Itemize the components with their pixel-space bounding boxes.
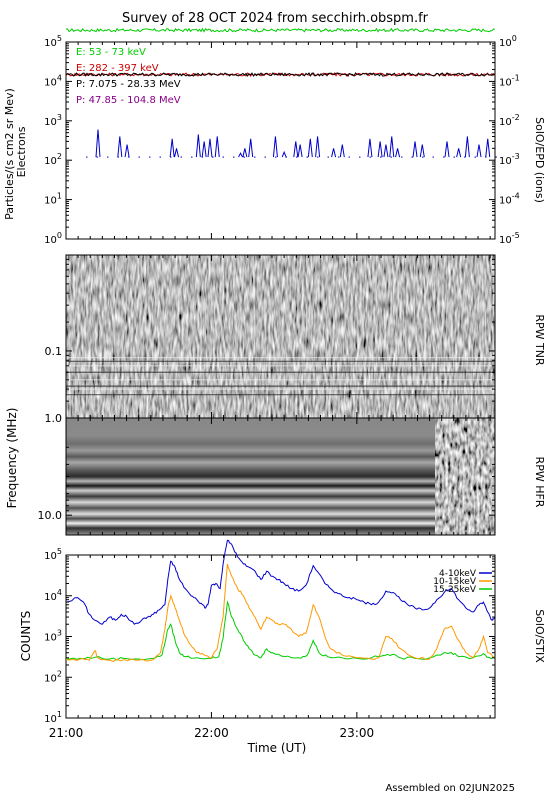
epd-spike bbox=[377, 141, 383, 158]
epd-spike bbox=[117, 136, 123, 158]
epd-spike bbox=[383, 144, 389, 158]
stix-ytick-label: 105 bbox=[44, 547, 62, 562]
hfr-panel: 1.0 10.0 Frequency (MHz) RPW HFR bbox=[5, 408, 546, 536]
epd-spike bbox=[238, 152, 243, 158]
epd-spike bbox=[174, 148, 180, 158]
stix-ytick-label: 101 bbox=[44, 710, 62, 725]
epd-spike bbox=[339, 144, 345, 158]
stix-legend-4-10: 4-10keV bbox=[439, 569, 477, 579]
epd-spike bbox=[389, 136, 395, 158]
stix-xtick-label: 22:00 bbox=[194, 726, 229, 740]
epd-ytick-label: 103 bbox=[44, 113, 62, 128]
epd-spike bbox=[272, 136, 278, 158]
tnr-spectrogram bbox=[66, 255, 495, 418]
hfr-active-region bbox=[435, 418, 495, 535]
epd-plot-frame bbox=[65, 41, 496, 240]
epd-legend-p47: P: 47.85 - 104.8 MeV bbox=[76, 95, 181, 106]
epd-legend-e282: E: 282 - 397 keV bbox=[76, 63, 159, 74]
epd-right-ytick-label: 10-1 bbox=[499, 73, 520, 88]
epd-series-line bbox=[65, 27, 496, 33]
epd-right-ytick-label: 100 bbox=[499, 34, 517, 49]
epd-spike bbox=[476, 144, 482, 158]
stix-series-line bbox=[65, 563, 496, 662]
stix-series-group bbox=[65, 539, 496, 662]
epd-spike bbox=[419, 144, 425, 158]
stix-ytick-label: 103 bbox=[44, 629, 62, 644]
epd-spike bbox=[315, 136, 321, 158]
epd-spike bbox=[214, 136, 220, 158]
hfr-ytick-label: 1.0 bbox=[45, 412, 63, 425]
tnr-axis-ticks: 0.1 bbox=[45, 254, 495, 419]
epd-right-ytick-label: 10-4 bbox=[499, 192, 520, 207]
epd-legend-e53: E: 53 - 73 keV bbox=[76, 47, 146, 58]
epd-spike bbox=[367, 138, 373, 158]
stix-series-line bbox=[66, 600, 496, 661]
tnr-panel: 0.1 RPW TNR bbox=[45, 254, 546, 419]
stix-plot-frame bbox=[65, 554, 496, 719]
stix-right-label: SolO/STIX bbox=[533, 609, 546, 663]
epd-spike bbox=[124, 144, 130, 158]
epd-spike bbox=[195, 134, 201, 158]
hfr-ytick-label: 10.0 bbox=[38, 509, 63, 522]
epd-legend: E: 53 - 73 keV E: 282 - 397 keV P: 7.075… bbox=[76, 47, 181, 106]
stix-axis-ticks: 101 102 103 104 105 21:00 22:00 23:00 bbox=[44, 547, 495, 740]
stix-ytick-label: 104 bbox=[44, 588, 62, 603]
epd-spike bbox=[412, 141, 418, 158]
epd-spike bbox=[293, 141, 299, 158]
epd-ytick-label: 104 bbox=[44, 73, 62, 88]
epd-spike bbox=[297, 144, 303, 158]
epd-spike bbox=[485, 138, 491, 158]
epd-spike bbox=[95, 129, 101, 158]
stix-series-line bbox=[65, 539, 496, 625]
epd-right-ytick-label: 10-2 bbox=[499, 113, 520, 128]
epd-spike bbox=[281, 150, 287, 158]
stix-ytick-label: 102 bbox=[44, 669, 62, 684]
epd-axis-ticks: 100 101 102 103 104 105 10-5 10-4 10-3 10-2 10-1 10… bbox=[44, 34, 520, 246]
hfr-right-label: RPW HFR bbox=[533, 457, 546, 508]
tnr-horizontal-lines bbox=[66, 357, 495, 396]
stix-legend-15-25: 15-25keV bbox=[433, 585, 477, 595]
stix-legend: 4-10keV 10-15keV 15-25keV bbox=[433, 569, 492, 595]
epd-spike bbox=[464, 136, 470, 158]
epd-spike bbox=[201, 141, 207, 158]
epd-ytick-label: 102 bbox=[44, 152, 62, 167]
tnr-right-label: RPW TNR bbox=[533, 314, 546, 366]
epd-legend-p7: P: 7.075 - 28.33 MeV bbox=[76, 79, 181, 90]
epd-spike bbox=[207, 138, 213, 158]
epd-right-label: SolO/EPD (ions) bbox=[533, 117, 546, 203]
epd-spike bbox=[456, 148, 462, 158]
assembled-footer: Assembled on 02JUN2025 bbox=[385, 783, 515, 794]
epd-ytick-label: 101 bbox=[44, 192, 62, 207]
epd-right-ytick-label: 10-3 bbox=[499, 152, 520, 167]
epd-series-group bbox=[65, 27, 497, 158]
hfr-axis-ticks: 1.0 10.0 bbox=[38, 412, 495, 535]
hfr-spectrogram bbox=[66, 418, 435, 535]
figure-title: Survey of 28 OCT 2024 from secchirh.obsp… bbox=[122, 11, 429, 26]
epd-spike bbox=[395, 148, 401, 158]
stix-xtick-label: 21:00 bbox=[49, 726, 84, 740]
frequency-ylabel: Frequency (MHz) bbox=[5, 408, 19, 509]
time-xlabel: Time (UT) bbox=[247, 741, 307, 755]
epd-ytick-label: 105 bbox=[44, 34, 62, 49]
stix-xtick-label: 23:00 bbox=[340, 726, 375, 740]
epd-spike bbox=[248, 138, 254, 158]
stix-legend-10-15: 10-15keV bbox=[433, 577, 477, 587]
tnr-ytick-label: 0.1 bbox=[45, 345, 63, 358]
epd-spike bbox=[169, 138, 175, 158]
epd-series-line bbox=[65, 72, 496, 77]
epd-ylabel-electrons: Electrons bbox=[15, 126, 28, 177]
epd-ytick-label: 100 bbox=[44, 231, 62, 246]
epd-right-ytick-label: 10-5 bbox=[499, 231, 520, 246]
epd-spike bbox=[444, 141, 450, 158]
epd-spike bbox=[331, 148, 337, 158]
stix-ylabel: COUNTS bbox=[19, 611, 33, 662]
stix-panel: 101 102 103 104 105 21:00 22:00 23:00 4-10keV 1… bbox=[19, 539, 546, 755]
epd-panel: 100 101 102 103 104 105 10-5 10-4 10-3 10-2 10-1 10… bbox=[3, 27, 546, 246]
epd-spike bbox=[242, 148, 248, 158]
epd-ylabel: Particles/(s cm2 sr Mev) bbox=[3, 88, 16, 220]
epd-spike bbox=[307, 138, 313, 158]
